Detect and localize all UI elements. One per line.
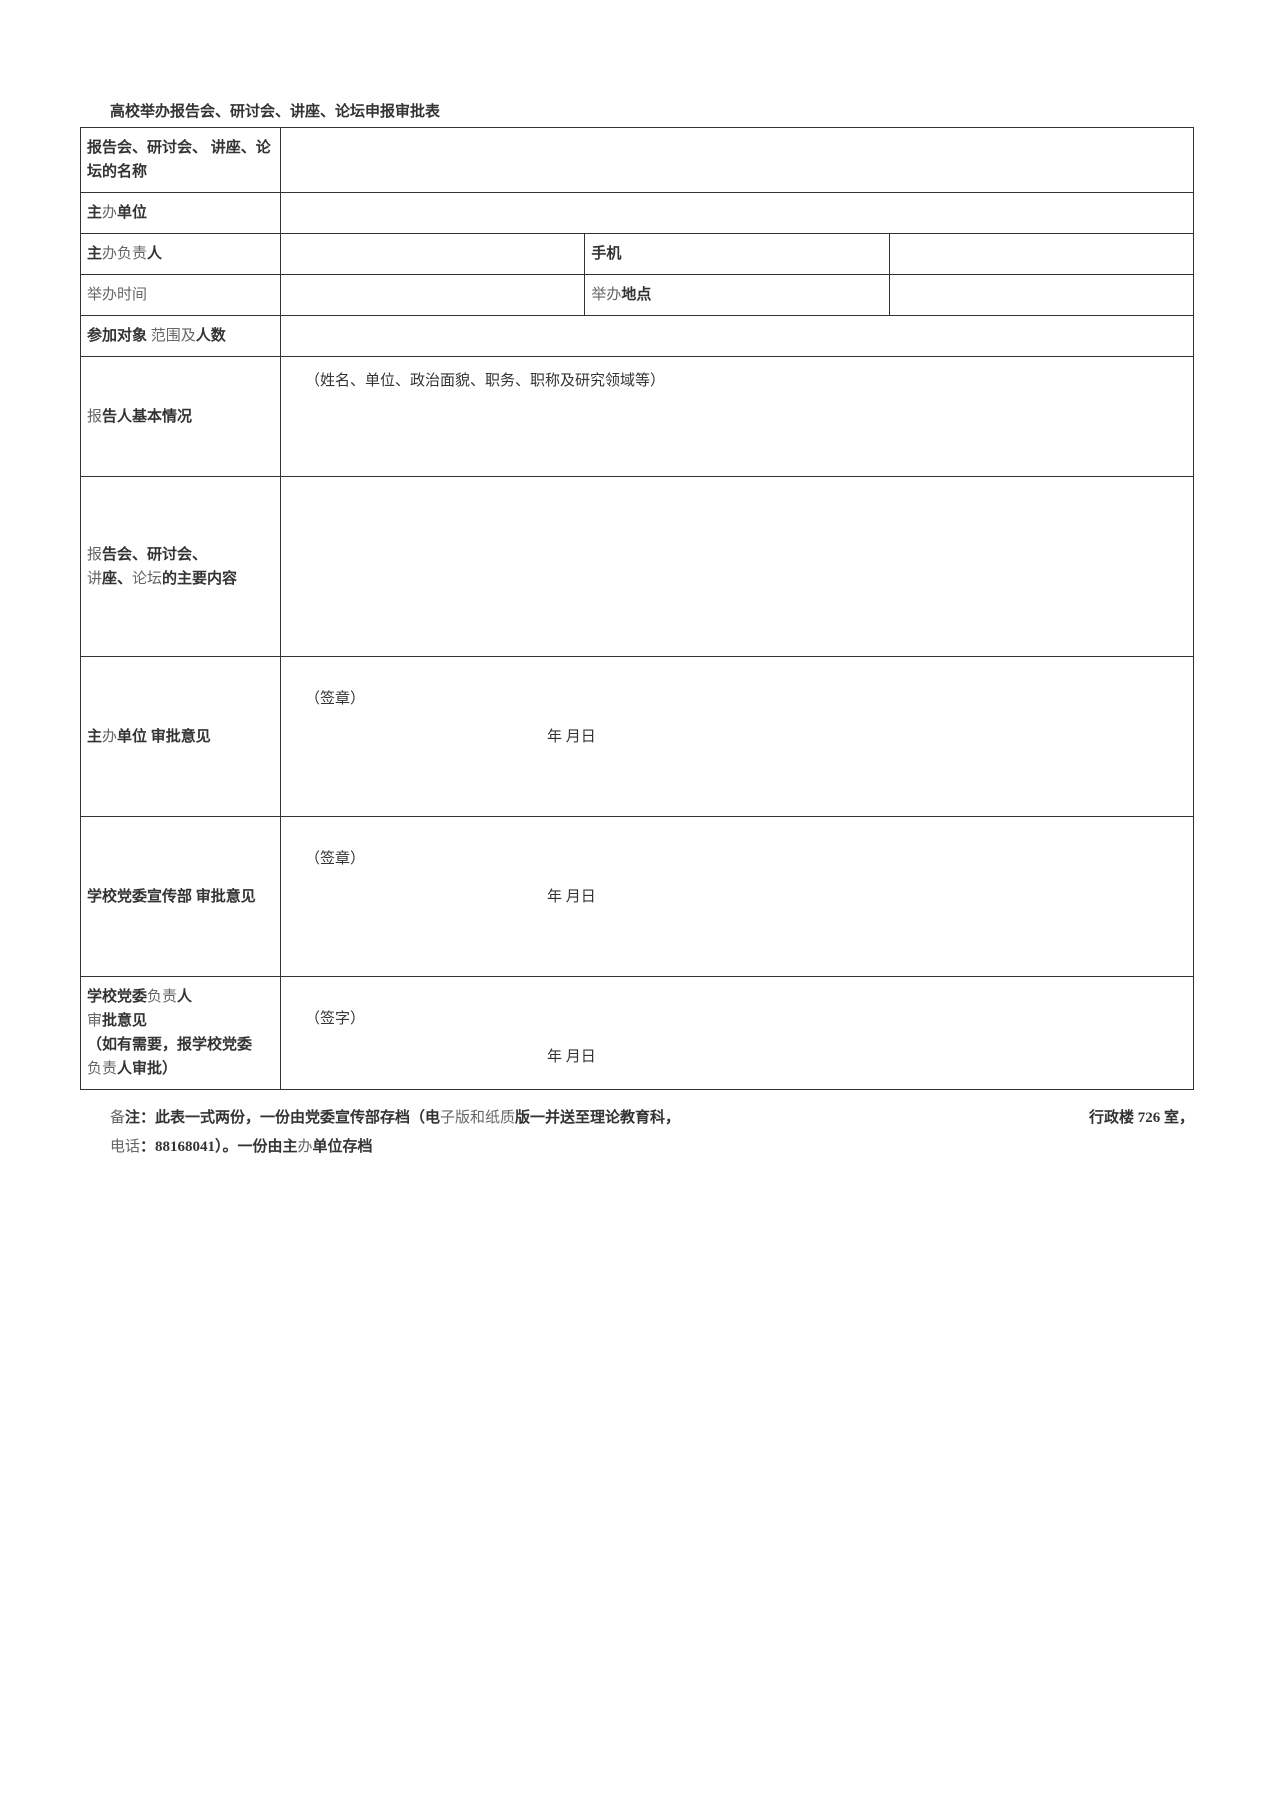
host-approval-field: （签章） 年 月日 bbox=[281, 657, 1194, 817]
dept-approval-label: 学校党委宣传部 审批意见 bbox=[81, 817, 281, 977]
approval-form-table: 报告会、研讨会、 讲座、论坛的名称 主办单位 主办负责人 手机 举办时间 举办地… bbox=[80, 127, 1194, 1090]
date-text-3: 年 月日 bbox=[547, 1045, 596, 1069]
host-place-label: 举办地点 bbox=[585, 275, 889, 316]
sign-text: （签字） bbox=[305, 1007, 1187, 1031]
footnote: 备注：此表一式两份，一份由党委宣传部存档（电子版和纸质版一并送至理论教育科， 行… bbox=[110, 1104, 1194, 1161]
phone-field bbox=[889, 234, 1193, 275]
content-label: 报告会、研讨会、 讲座、论坛的主要内容 bbox=[81, 477, 281, 657]
event-name-field bbox=[281, 128, 1194, 193]
host-place-field bbox=[889, 275, 1193, 316]
seal-text-2: （签章） bbox=[305, 847, 1187, 871]
host-unit-label: 主办单位 bbox=[81, 193, 281, 234]
date-text: 年 月日 bbox=[547, 725, 596, 749]
footnote-right: 行政楼 726 室， bbox=[1089, 1104, 1194, 1133]
dept-approval-field: （签章） 年 月日 bbox=[281, 817, 1194, 977]
date-text-2: 年 月日 bbox=[547, 885, 596, 909]
host-approval-label: 主办单位 审批意见 bbox=[81, 657, 281, 817]
reporter-hint: （姓名、单位、政治面貌、职务、职称及研究领域等） bbox=[305, 373, 665, 389]
host-person-label: 主办负责人 bbox=[81, 234, 281, 275]
host-unit-field bbox=[281, 193, 1194, 234]
participants-label: 参加对象 范围及人数 bbox=[81, 316, 281, 357]
final-approval-label: 学校党委负责人 审批意见 （如有需要，报学校党委 负责人审批） bbox=[81, 977, 281, 1090]
event-name-label: 报告会、研讨会、 讲座、论坛的名称 bbox=[81, 128, 281, 193]
host-person-field bbox=[281, 234, 585, 275]
reporter-label: 报告人基本情况 bbox=[81, 357, 281, 477]
final-approval-field: （签字） 年 月日 bbox=[281, 977, 1194, 1090]
reporter-field: （姓名、单位、政治面貌、职务、职称及研究领域等） bbox=[281, 357, 1194, 477]
form-title: 高校举办报告会、研讨会、讲座、论坛申报审批表 bbox=[110, 100, 1194, 121]
host-time-label: 举办时间 bbox=[81, 275, 281, 316]
content-field bbox=[281, 477, 1194, 657]
seal-text: （签章） bbox=[305, 687, 1187, 711]
phone-label: 手机 bbox=[585, 234, 889, 275]
participants-field bbox=[281, 316, 1194, 357]
host-time-field bbox=[281, 275, 585, 316]
